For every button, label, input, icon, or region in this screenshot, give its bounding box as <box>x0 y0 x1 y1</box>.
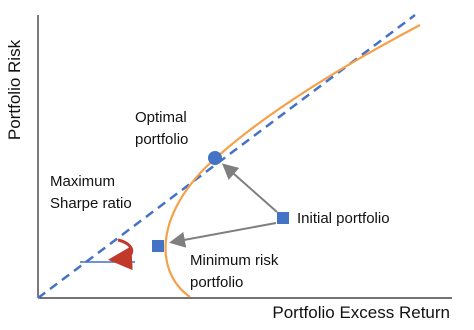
arrow-to-minimum <box>169 222 277 248</box>
annotation: portfolio <box>135 131 188 148</box>
annotation: Maximum <box>50 173 115 190</box>
x-axis-label: Portfolio Excess Return <box>272 303 450 322</box>
annotation: Initial portfolio <box>297 210 390 227</box>
y-axis-label: Portfolio Risk <box>5 39 24 140</box>
minimum-point <box>152 240 164 252</box>
annotation: portfolio <box>190 274 243 291</box>
annotation: Minimum risk <box>190 252 279 269</box>
annotation: Optimal <box>135 109 187 126</box>
initial-point <box>277 212 289 224</box>
arrow-to-optimal <box>222 163 278 213</box>
angle-arrow <box>108 238 134 271</box>
annotation: Sharpe ratio <box>50 195 132 212</box>
optimal-point <box>208 151 222 165</box>
